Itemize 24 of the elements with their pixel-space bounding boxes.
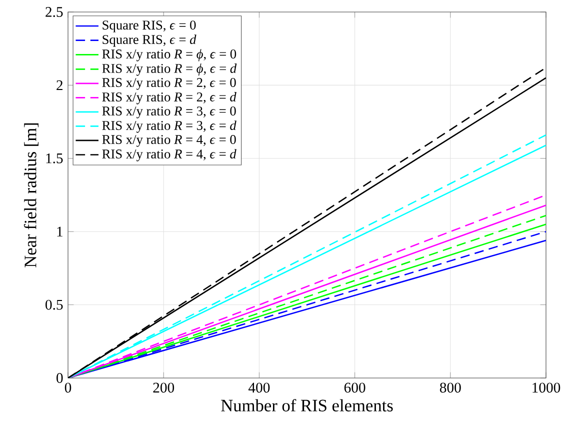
legend-label: RIS x/y ratio R = 4, ϵ = d bbox=[102, 149, 236, 162]
y-tick-label: 2 bbox=[56, 80, 62, 90]
legend-label: Square RIS, ϵ = 0 bbox=[102, 20, 196, 32]
legend-label: RIS x/y ratio R = 3, ϵ = d bbox=[102, 120, 236, 133]
y-axis-title: Near field radius [m] bbox=[24, 123, 38, 268]
y-tick-label: 1.5 bbox=[46, 153, 63, 164]
legend-label: RIS x/y ratio R = 4, ϵ = 0 bbox=[102, 135, 236, 147]
legend-label: RIS x/y ratio R = ϕ, ϵ = d bbox=[102, 64, 237, 76]
legend-label: RIS x/y ratio R = 2, ϵ = d bbox=[102, 92, 236, 104]
y-tick-label: 2.5 bbox=[46, 7, 63, 17]
legend-label: RIS x/y ratio R = 2, ϵ = 0 bbox=[102, 78, 236, 90]
y-tick-label: 0.5 bbox=[46, 300, 63, 310]
y-tick-label: 0 bbox=[56, 373, 63, 383]
y-tick-label: 1 bbox=[57, 226, 62, 236]
legend-label: RIS x/y ratio R = ϕ, ϵ = 0 bbox=[102, 49, 236, 62]
x-tick-label: 600 bbox=[344, 382, 366, 393]
legend-label: Square RIS, ϵ = d bbox=[102, 34, 196, 47]
x-tick-label: 200 bbox=[153, 382, 174, 393]
x-axis-title: Number of RIS elements bbox=[221, 399, 393, 412]
x-tick-label: 400 bbox=[248, 382, 270, 393]
x-tick-label: 1000 bbox=[532, 382, 560, 393]
x-tick-label: 0 bbox=[64, 382, 72, 393]
legend-label: RIS x/y ratio R = 3, ϵ = 0 bbox=[102, 106, 236, 118]
x-tick-label: 800 bbox=[440, 382, 461, 393]
